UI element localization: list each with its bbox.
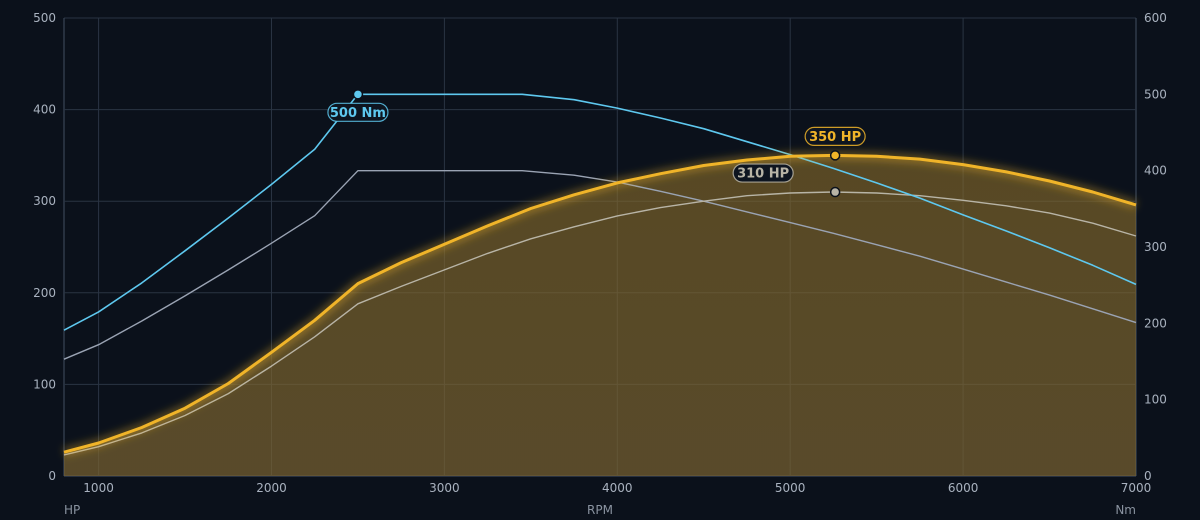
y-right-tick-label: 500 [1144, 87, 1167, 101]
point-torque_tuned [352, 89, 364, 100]
x-tick-label: 2000 [256, 481, 287, 495]
x-tick-label: 5000 [775, 481, 806, 495]
y-left-tick-label: 100 [33, 377, 56, 391]
annotation-hp_stock: 310 HP [737, 167, 789, 182]
x-axis-title: RPM [587, 503, 613, 517]
line-hp_tuned [63, 153, 1137, 454]
y-right-tick-label: 0 [1144, 469, 1152, 483]
y-right-axis-title: Nm [1115, 503, 1136, 517]
annotation-torque_tuned: 500 Nm [330, 106, 386, 121]
x-tick-label: 3000 [429, 481, 460, 495]
x-tick-label: 7000 [1121, 481, 1152, 495]
y-right-tick-label: 300 [1144, 240, 1167, 254]
point-hp_stock [829, 186, 841, 198]
y-right-tick-label: 400 [1144, 164, 1167, 178]
y-right-tick-label: 100 [1144, 393, 1167, 407]
label-badge-hp_tuned [804, 126, 866, 147]
series-lines [62, 93, 1138, 457]
y-left-tick-label: 400 [33, 103, 56, 117]
annotation-hp_tuned: 350 HP [809, 130, 861, 145]
area-hp_tuned [64, 155, 1136, 476]
x-tick-label: 6000 [948, 481, 979, 495]
axes: RPM HP Nm 010020030040050001002003004005… [33, 11, 1167, 517]
y-right-tick-label: 600 [1144, 11, 1167, 25]
y-left-tick-label: 500 [33, 11, 56, 25]
annotations: 500 Nm 350 HP 310 HP [327, 89, 866, 198]
y-left-tick-label: 0 [48, 469, 56, 483]
y-left-tick-label: 300 [33, 194, 56, 208]
x-tick-label: 1000 [83, 481, 114, 495]
line-torque_tuned [63, 93, 1137, 331]
point-hp_tuned [829, 150, 841, 161]
y-left-tick-label: 200 [33, 286, 56, 300]
y-left-axis-title: HP [64, 503, 80, 517]
y-right-tick-label: 200 [1144, 316, 1167, 330]
label-badge-hp_stock [732, 163, 794, 183]
line-torque_stock [63, 170, 1137, 360]
hp-area-fill [64, 155, 1136, 476]
label-badge-torque_tuned [327, 102, 389, 122]
x-tick-label: 4000 [602, 481, 633, 495]
line-hp_stock [63, 191, 1137, 456]
